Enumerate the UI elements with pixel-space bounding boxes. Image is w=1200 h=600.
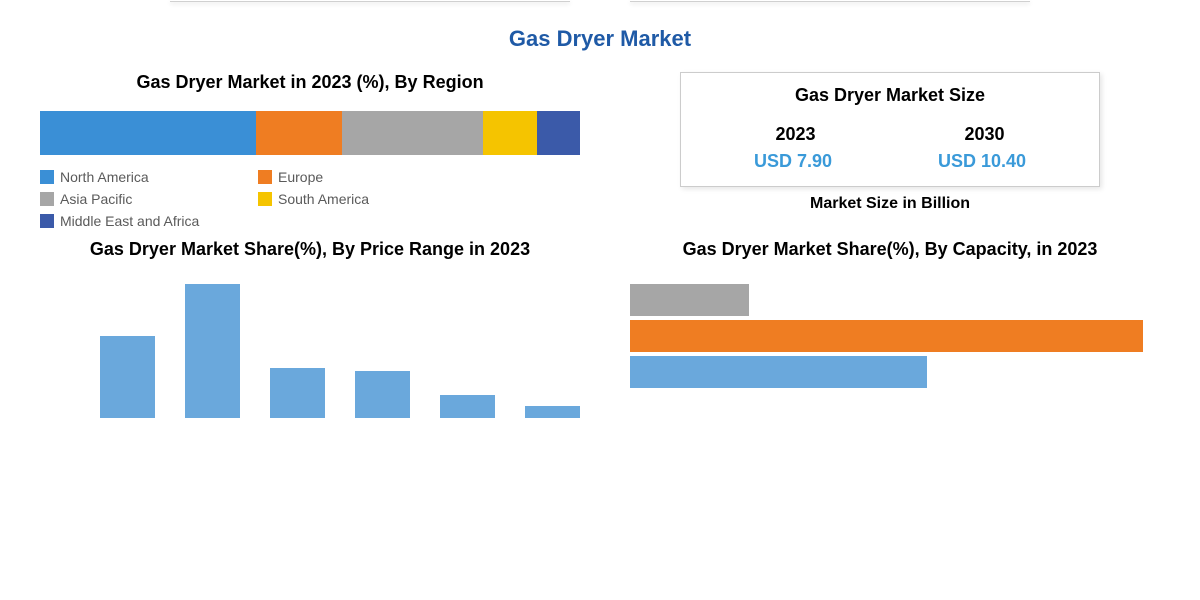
price-bar bbox=[525, 406, 580, 418]
price-range-title: Gas Dryer Market Share(%), By Price Rang… bbox=[40, 239, 580, 260]
price-range-bars bbox=[40, 278, 580, 418]
legend-item: South America bbox=[258, 191, 448, 207]
legend-item: Middle East and Africa bbox=[40, 213, 230, 229]
legend-item: Europe bbox=[258, 169, 448, 185]
top-card-left bbox=[170, 0, 570, 2]
region-chart: Gas Dryer Market in 2023 (%), By Region … bbox=[40, 72, 580, 229]
main-title: Gas Dryer Market bbox=[0, 26, 1200, 52]
region-segment bbox=[537, 111, 580, 155]
price-bar bbox=[270, 368, 325, 418]
legend-label: North America bbox=[60, 169, 149, 185]
legend-label: South America bbox=[278, 191, 369, 207]
legend-item: Asia Pacific bbox=[40, 191, 230, 207]
market-size-year-row: 2023 2030 bbox=[701, 124, 1079, 145]
legend-swatch bbox=[258, 192, 272, 206]
price-bar bbox=[185, 284, 240, 418]
price-bar bbox=[355, 371, 410, 418]
legend-swatch bbox=[258, 170, 272, 184]
capacity-chart-title: Gas Dryer Market Share(%), By Capacity, … bbox=[620, 239, 1160, 260]
price-bar bbox=[100, 336, 155, 418]
legend-label: Asia Pacific bbox=[60, 191, 132, 207]
market-size-value-2030: USD 10.40 bbox=[938, 151, 1026, 172]
region-segment bbox=[40, 111, 256, 155]
market-size-value-2023: USD 7.90 bbox=[754, 151, 832, 172]
market-size-title: Gas Dryer Market Size bbox=[701, 85, 1079, 106]
legend-label: Middle East and Africa bbox=[60, 213, 199, 229]
capacity-bar bbox=[630, 356, 927, 388]
market-size-year-2023: 2023 bbox=[775, 124, 815, 145]
market-size-value-row: USD 7.90 USD 10.40 bbox=[701, 151, 1079, 172]
market-size-panel: Gas Dryer Market Size 2023 2030 USD 7.90… bbox=[620, 72, 1160, 229]
legend-label: Europe bbox=[278, 169, 323, 185]
market-size-caption: Market Size in Billion bbox=[620, 195, 1160, 213]
capacity-chart: Gas Dryer Market Share(%), By Capacity, … bbox=[620, 239, 1160, 418]
capacity-bar bbox=[630, 320, 1143, 352]
region-segment bbox=[483, 111, 537, 155]
capacity-bar bbox=[630, 284, 749, 316]
legend-swatch bbox=[40, 170, 54, 184]
region-segment bbox=[256, 111, 342, 155]
top-card-right bbox=[630, 0, 1030, 2]
market-size-year-2030: 2030 bbox=[964, 124, 1004, 145]
price-bar bbox=[440, 395, 495, 418]
region-stacked-bar bbox=[40, 111, 580, 155]
legend-item: North America bbox=[40, 169, 230, 185]
legend-swatch bbox=[40, 214, 54, 228]
region-segment bbox=[342, 111, 482, 155]
top-card-row bbox=[0, 0, 1200, 18]
region-chart-title: Gas Dryer Market in 2023 (%), By Region bbox=[40, 72, 580, 93]
legend-swatch bbox=[40, 192, 54, 206]
region-legend: North America Europe Asia Pacific South Ame… bbox=[40, 169, 580, 229]
chart-grid: Gas Dryer Market in 2023 (%), By Region … bbox=[0, 72, 1200, 418]
capacity-bars bbox=[620, 278, 1160, 388]
price-range-chart: Gas Dryer Market Share(%), By Price Rang… bbox=[40, 239, 580, 418]
market-size-box: Gas Dryer Market Size 2023 2030 USD 7.90… bbox=[680, 72, 1100, 187]
